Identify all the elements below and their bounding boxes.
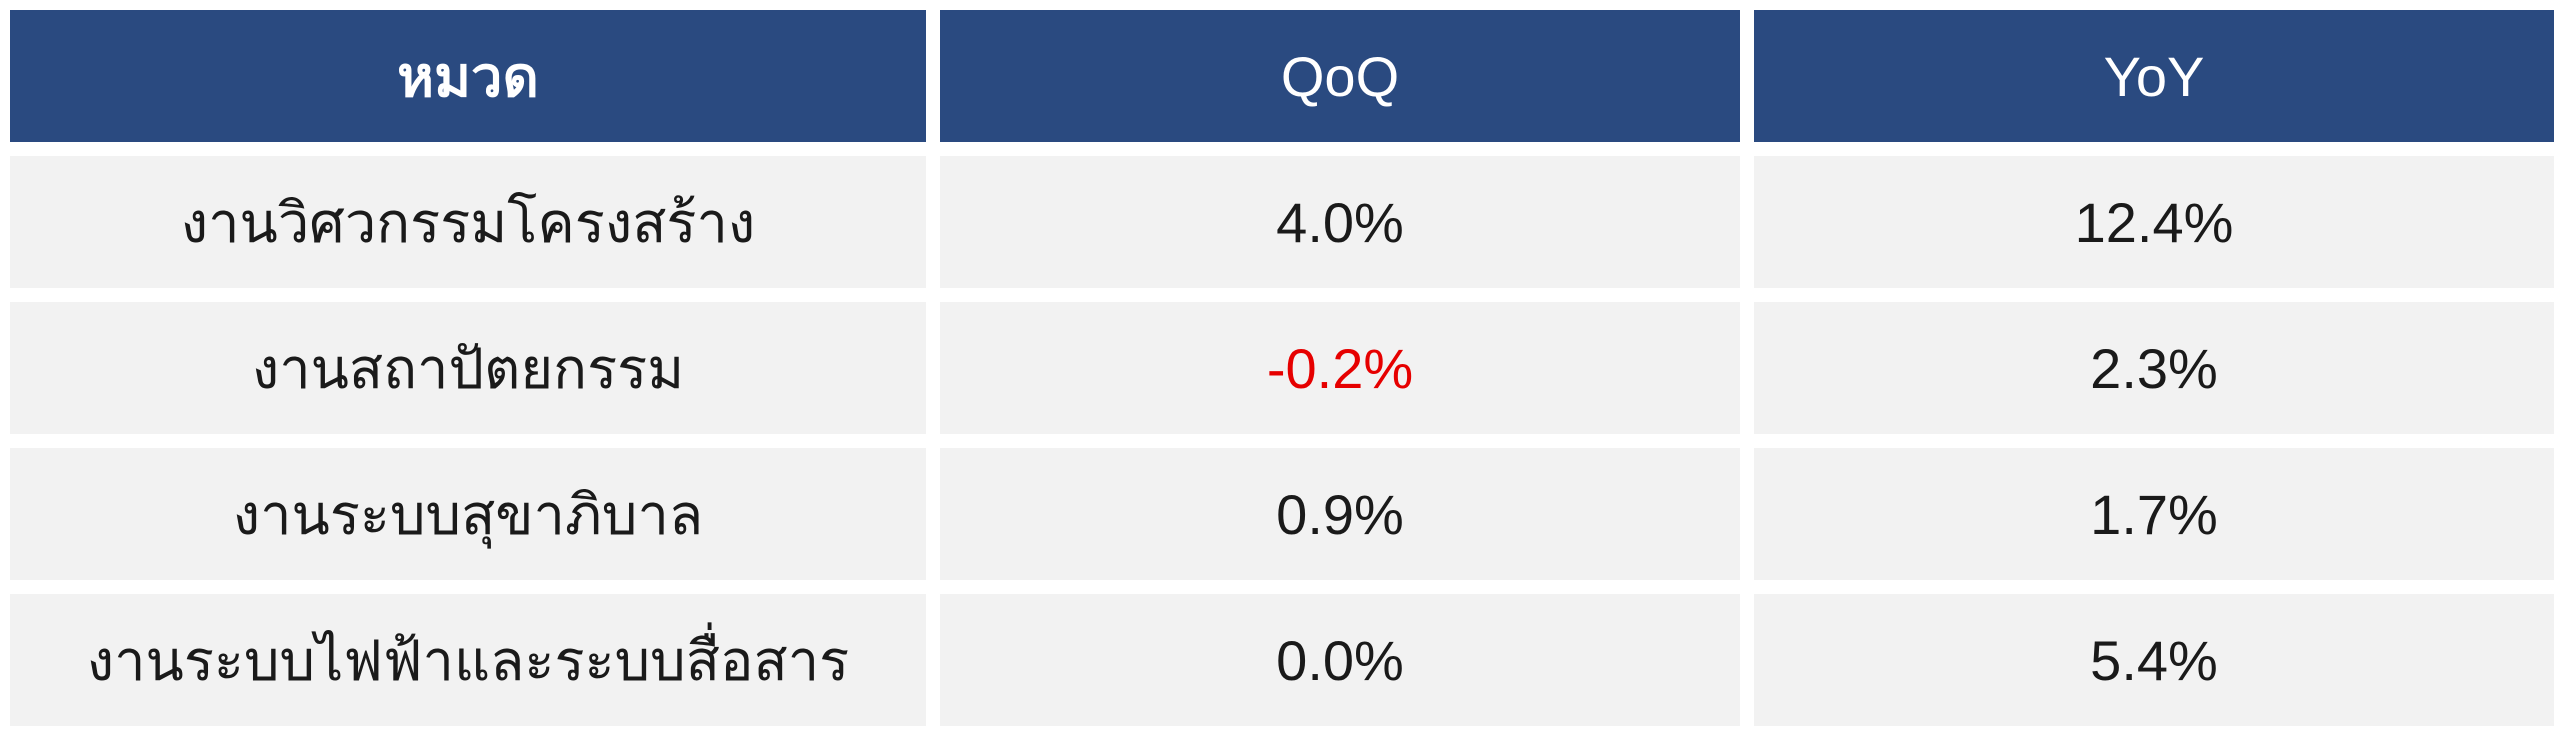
row-1-qoq: 4.0%	[940, 156, 1740, 288]
row-4-yoy: 5.4%	[1754, 594, 2554, 726]
row-2-qoq: -0.2%	[940, 302, 1740, 434]
header-category: หมวด	[10, 10, 926, 142]
row-3-yoy: 1.7%	[1754, 448, 2554, 580]
row-3-category: งานระบบสุขาภิบาล	[10, 448, 926, 580]
row-1-yoy: 12.4%	[1754, 156, 2554, 288]
row-2-yoy: 2.3%	[1754, 302, 2554, 434]
row-3-qoq: 0.9%	[940, 448, 1740, 580]
row-4-category: งานระบบไฟฟ้าและระบบสื่อสาร	[10, 594, 926, 726]
header-yoy: YoY	[1754, 10, 2554, 142]
row-1-category: งานวิศวกรรมโครงสร้าง	[10, 156, 926, 288]
header-qoq: QoQ	[940, 10, 1740, 142]
row-4-qoq: 0.0%	[940, 594, 1740, 726]
row-2-category: งานสถาปัตยกรรม	[10, 302, 926, 434]
